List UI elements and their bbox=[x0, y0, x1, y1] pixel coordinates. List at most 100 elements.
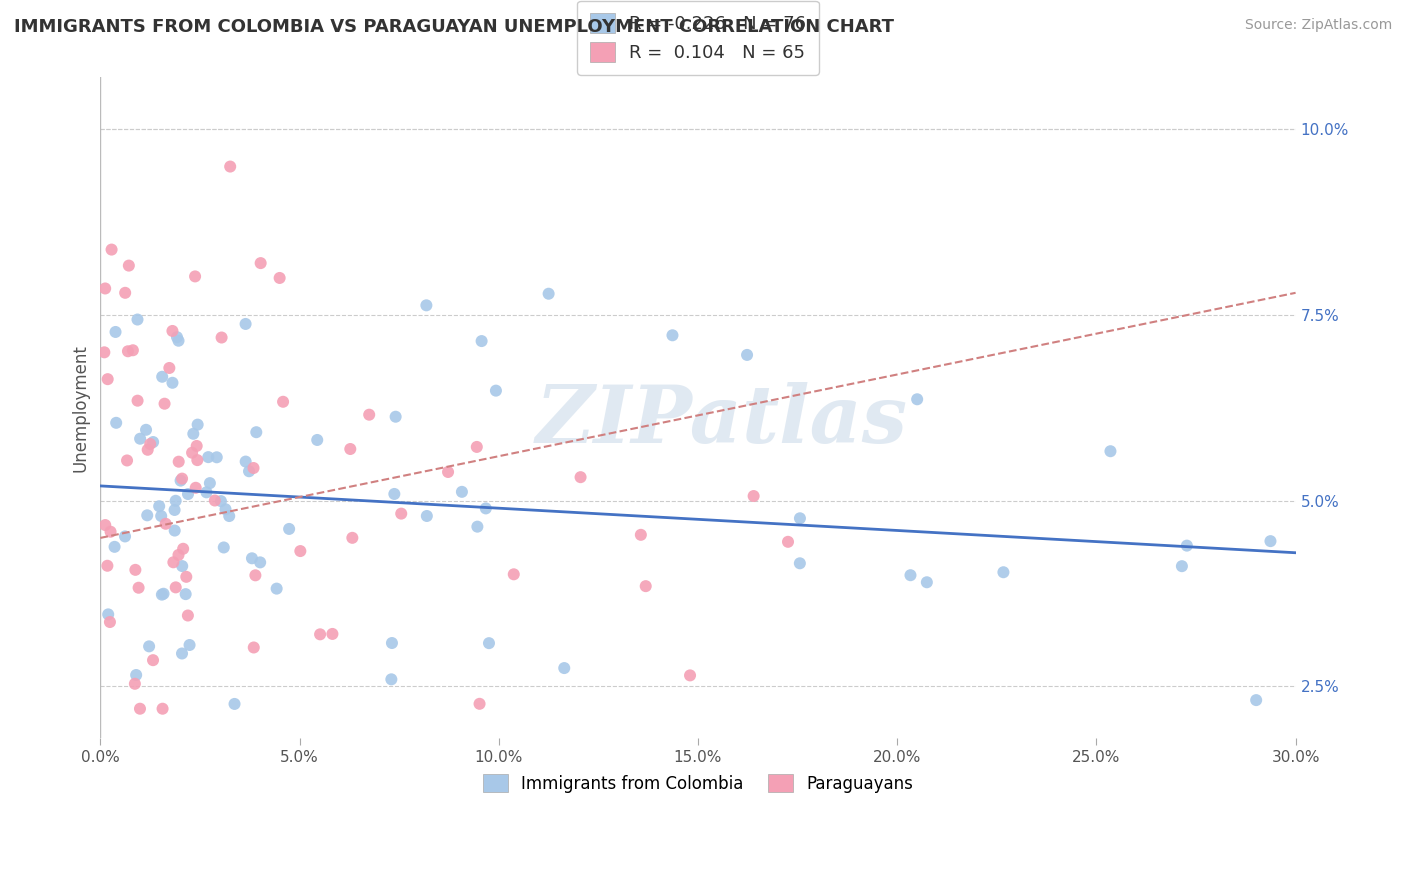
Point bbox=[172, 559, 194, 574]
Point bbox=[235, 317, 257, 331]
Point bbox=[630, 528, 652, 542]
Point bbox=[136, 508, 159, 523]
Text: ZIPatlas: ZIPatlas bbox=[536, 383, 908, 460]
Point bbox=[167, 455, 190, 469]
Point bbox=[249, 256, 271, 270]
Point bbox=[150, 588, 173, 602]
Point bbox=[177, 608, 200, 623]
Point bbox=[679, 668, 702, 682]
Point bbox=[437, 465, 460, 479]
Point bbox=[471, 334, 494, 348]
Point bbox=[129, 432, 152, 446]
Point bbox=[278, 522, 301, 536]
Text: Source: ZipAtlas.com: Source: ZipAtlas.com bbox=[1244, 18, 1392, 32]
Point bbox=[181, 446, 204, 460]
Point bbox=[172, 541, 194, 556]
Point bbox=[127, 393, 149, 408]
Point bbox=[211, 330, 233, 344]
Point bbox=[475, 501, 498, 516]
Y-axis label: Unemployment: Unemployment bbox=[72, 344, 89, 472]
Point bbox=[167, 548, 190, 562]
Point bbox=[307, 433, 329, 447]
Point bbox=[238, 464, 260, 478]
Point bbox=[162, 324, 184, 338]
Point bbox=[478, 636, 501, 650]
Point bbox=[905, 392, 928, 407]
Legend: Immigrants from Colombia, Paraguayans: Immigrants from Colombia, Paraguayans bbox=[472, 764, 924, 803]
Point bbox=[150, 369, 173, 384]
Point bbox=[204, 493, 226, 508]
Point bbox=[212, 541, 235, 555]
Point bbox=[142, 653, 165, 667]
Point bbox=[451, 484, 474, 499]
Point bbox=[245, 425, 267, 440]
Point bbox=[271, 394, 294, 409]
Point bbox=[124, 677, 146, 691]
Point bbox=[569, 470, 592, 484]
Point bbox=[181, 426, 204, 441]
Point bbox=[900, 568, 922, 582]
Point bbox=[174, 587, 197, 601]
Point bbox=[245, 568, 267, 582]
Point bbox=[1175, 539, 1198, 553]
Point bbox=[142, 435, 165, 450]
Point bbox=[416, 508, 439, 523]
Point bbox=[162, 376, 184, 390]
Point bbox=[118, 259, 141, 273]
Point bbox=[389, 507, 412, 521]
Point bbox=[537, 286, 560, 301]
Point bbox=[177, 487, 200, 501]
Point bbox=[94, 518, 117, 533]
Point bbox=[114, 529, 136, 543]
Point bbox=[187, 417, 209, 432]
Point bbox=[162, 555, 184, 569]
Point bbox=[485, 384, 508, 398]
Point bbox=[170, 647, 193, 661]
Point bbox=[93, 345, 115, 359]
Point bbox=[103, 540, 125, 554]
Point bbox=[789, 511, 811, 525]
Point bbox=[152, 587, 174, 601]
Point bbox=[776, 534, 799, 549]
Point bbox=[117, 344, 139, 359]
Point bbox=[249, 555, 271, 569]
Point bbox=[1244, 693, 1267, 707]
Point bbox=[167, 334, 190, 348]
Point bbox=[155, 516, 177, 531]
Point bbox=[96, 558, 118, 573]
Point bbox=[165, 493, 187, 508]
Point bbox=[381, 636, 404, 650]
Point bbox=[468, 697, 491, 711]
Point bbox=[150, 509, 173, 524]
Point bbox=[467, 519, 489, 533]
Point bbox=[198, 476, 221, 491]
Point bbox=[98, 615, 121, 629]
Point bbox=[224, 697, 246, 711]
Point bbox=[380, 673, 402, 687]
Point bbox=[179, 638, 201, 652]
Point bbox=[139, 437, 162, 451]
Point bbox=[114, 285, 136, 300]
Point bbox=[342, 531, 364, 545]
Point bbox=[163, 524, 186, 538]
Point bbox=[465, 440, 488, 454]
Point bbox=[915, 575, 938, 590]
Point bbox=[661, 328, 683, 343]
Point bbox=[124, 563, 146, 577]
Point bbox=[186, 453, 208, 467]
Point bbox=[135, 423, 157, 437]
Point bbox=[127, 312, 149, 326]
Point bbox=[166, 330, 188, 344]
Point bbox=[553, 661, 575, 675]
Point bbox=[502, 567, 524, 582]
Point bbox=[209, 494, 232, 508]
Point bbox=[415, 298, 437, 312]
Point bbox=[321, 627, 343, 641]
Point bbox=[129, 702, 152, 716]
Point bbox=[359, 408, 381, 422]
Point bbox=[197, 450, 219, 464]
Point bbox=[148, 500, 170, 514]
Point bbox=[242, 640, 264, 655]
Point bbox=[184, 481, 207, 495]
Point bbox=[384, 409, 406, 424]
